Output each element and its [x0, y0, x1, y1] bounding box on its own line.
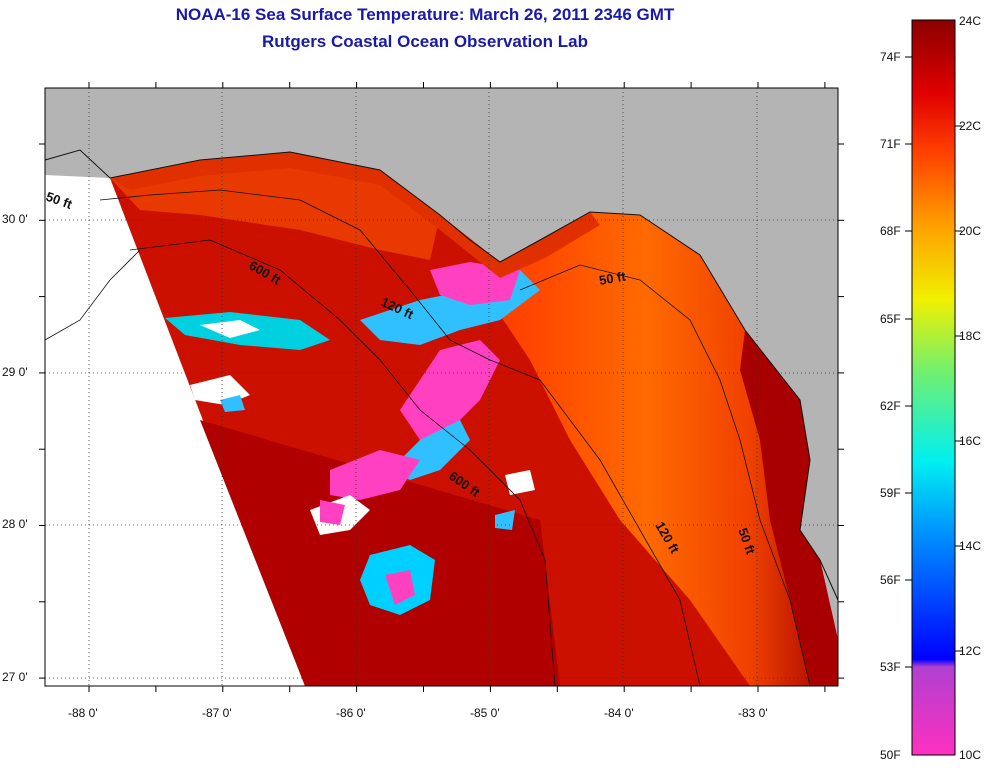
colorbar-f-label: 50F: [880, 748, 901, 762]
isobath-50ft-east: [519, 264, 811, 686]
lon-tick-label: -83 0': [738, 706, 768, 720]
coastline: [45, 149, 838, 601]
colorbar-f-label: 68F: [880, 224, 901, 238]
colorbar-f-label: 71F: [880, 137, 901, 151]
colorbar-f-label: 62F: [880, 399, 901, 413]
colorbar-frame: [911, 19, 956, 756]
colorbar-c-label: 20C: [959, 224, 982, 238]
map-frame: [44, 87, 839, 687]
colorbar-f-label: 59F: [880, 486, 901, 500]
colorbar-c-label: 22C: [959, 119, 982, 133]
map-subtitle: Rutgers Coastal Ocean Observation Lab: [262, 32, 588, 51]
colorbar-c-label: 14C: [959, 539, 982, 553]
colorbar-c-label: 16C: [959, 434, 982, 448]
lat-tick-label: 27 0': [2, 670, 28, 684]
lat-tick-label: 30 0': [2, 212, 28, 226]
lat-tick-label: 28 0': [2, 517, 28, 531]
cold-water-features: [80, 110, 540, 615]
map-title: NOAA-16 Sea Surface Temperature: March 2…: [175, 5, 675, 24]
sst-coastal-warm: [740, 330, 838, 686]
isobath-120ft: [99, 189, 701, 686]
lon-tick-label: -86 0': [336, 706, 366, 720]
colorbar-f-label: 56F: [880, 573, 901, 587]
colorbar-c-label: 12C: [959, 644, 982, 658]
sst-coastal-band: [110, 152, 600, 278]
frame-ticks: [39, 82, 844, 692]
florida-land: [500, 88, 838, 600]
lon-tick-label: -84 0': [604, 706, 634, 720]
lat-tick-label: 29 0': [2, 365, 28, 379]
colorbar-c-label: 10C: [959, 748, 982, 762]
lon-tick-label: -87 0': [202, 706, 232, 720]
isobath-west: [45, 249, 141, 341]
colorbar-f-label: 53F: [880, 660, 901, 674]
graticule: [45, 88, 838, 686]
colorbar-c-label: 24C: [959, 14, 982, 28]
colorbar-ticks: [905, 56, 962, 668]
contour-label: 50 ft: [598, 268, 628, 288]
isobath-600ft: [129, 239, 556, 686]
no-data-region: [45, 175, 305, 686]
colorbar-f-label: 65F: [880, 312, 901, 326]
northern-land: [45, 88, 838, 245]
lon-tick-label: -85 0': [470, 706, 500, 720]
sst-east-shelf: [490, 212, 838, 686]
colorbar: [912, 20, 955, 755]
lon-tick-label: -88 0': [68, 706, 98, 720]
colorbar-c-label: 18C: [959, 329, 982, 343]
colorbar-f-label: 74F: [880, 50, 901, 64]
